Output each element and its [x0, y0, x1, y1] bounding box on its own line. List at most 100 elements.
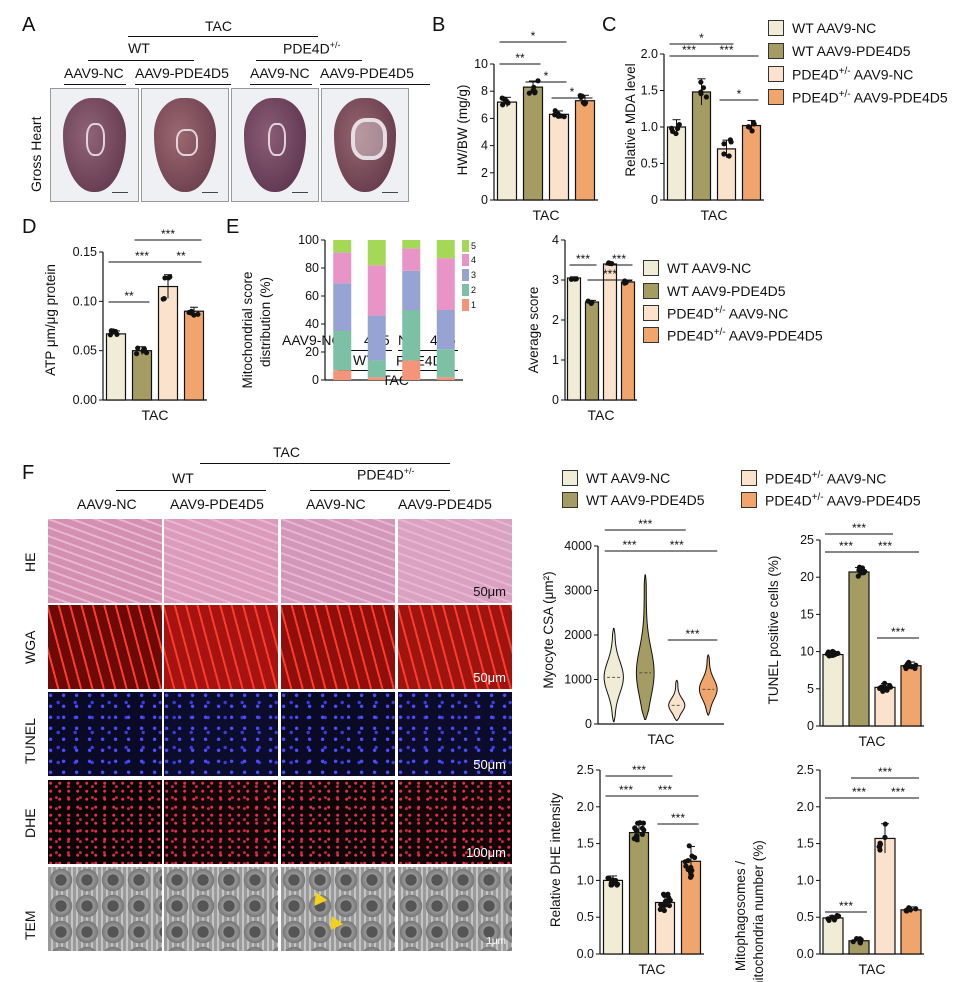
stacked-segment: [436, 258, 455, 310]
scale-bar: [112, 192, 128, 193]
e-group-line: [398, 350, 458, 351]
y-tick-label: 2000: [564, 628, 592, 642]
data-point: [622, 280, 628, 286]
data-point: [686, 843, 692, 849]
micrograph-tunel: [48, 692, 162, 776]
significance-label: ***: [612, 252, 626, 266]
y-tick-label: 1: [552, 353, 559, 367]
data-point: [882, 834, 888, 840]
data-point: [613, 877, 619, 884]
y-tick-label: 0: [312, 373, 319, 387]
scale-label: 50μm: [473, 670, 506, 685]
data-point: [903, 665, 909, 672]
legend-item: PDE4D+/- AAV9-NC: [643, 305, 788, 322]
legend-item: WT AAV9-NC: [768, 20, 876, 36]
y-axis-label: Mitophagosomes /: [733, 861, 748, 972]
bar: [741, 124, 762, 201]
panel-f-col-label: AAV9-PDE4D5: [398, 496, 492, 512]
bar: [900, 665, 922, 727]
micrograph-dhe: 100μm: [398, 780, 512, 864]
micrograph-wga: [281, 605, 395, 689]
scale-label: 1μm: [486, 936, 506, 947]
y-tick-label: 2.0: [797, 800, 814, 814]
legend-swatch: [741, 492, 757, 509]
panel-letter-c: C: [602, 14, 617, 36]
panel-a-col-label: AAV9-NC: [250, 65, 310, 81]
legend-swatch: [643, 283, 659, 299]
bar: [691, 91, 712, 201]
stacked-segment: [333, 331, 352, 371]
data-point: [579, 93, 585, 99]
data-point: [682, 859, 688, 865]
legend-swatch: [643, 260, 659, 276]
legend-item: WT AAV9-NC: [643, 260, 751, 276]
stacked-segment: [436, 377, 455, 380]
data-point: [683, 863, 689, 869]
significance-label: ***: [671, 811, 685, 825]
data-point: [585, 298, 591, 304]
y-tick-label: 60: [305, 289, 319, 303]
legend-item: PDE4D+/- AAV9-NC: [768, 66, 913, 83]
bar: [548, 113, 570, 201]
y-axis-label: ATP μm/μg protein: [43, 264, 58, 376]
data-point: [676, 121, 682, 128]
data-point: [188, 310, 194, 316]
data-point: [906, 659, 912, 665]
micrograph-wga: [164, 605, 278, 689]
significance-label: ***: [852, 785, 866, 799]
data-point: [750, 120, 757, 126]
significance-label: ***: [135, 249, 149, 263]
score-swatch: [462, 269, 469, 281]
y-tick-label: 0.0: [797, 947, 814, 961]
significance-label: ***: [576, 252, 590, 266]
violin: [668, 679, 686, 721]
micrograph-dhe: [281, 780, 395, 864]
stacked-segment: [402, 270, 421, 310]
y-tick-label: 0: [651, 193, 658, 207]
panel-a-tac-label: TAC: [205, 18, 232, 34]
score-legend-item: 1: [462, 299, 476, 311]
panel-a-het-label: PDE4D+/-: [283, 40, 340, 57]
data-point: [859, 566, 865, 572]
bar: [900, 909, 922, 955]
significance-label: *: [531, 29, 536, 43]
stacked-segment: [402, 248, 421, 271]
data-point: [160, 296, 166, 302]
bar: [628, 831, 650, 955]
y-tick-label: 15: [800, 607, 814, 621]
micrograph-dhe: [48, 780, 162, 864]
stacked-segment: [367, 360, 386, 378]
y-tick-label: 1.5: [577, 837, 594, 851]
y-tick-label: 8: [481, 84, 488, 98]
e-group-line: [338, 350, 392, 351]
panel-f-col-label: AAV9-NC: [77, 496, 137, 512]
data-point: [835, 650, 841, 657]
bar: [131, 350, 153, 401]
y-tick-label: 1.0: [641, 120, 658, 134]
y-tick-label: 4000: [564, 539, 592, 553]
score-legend-item: 4: [462, 254, 476, 266]
scale-label: 50μm: [473, 584, 506, 599]
score-swatch: [462, 240, 469, 252]
panel-a-col-line: [135, 84, 231, 85]
stacked-segment: [333, 283, 352, 331]
data-point: [639, 831, 646, 838]
y-tick-label: 0: [585, 717, 592, 731]
panel-a-wt-label: WT: [128, 40, 150, 56]
y-tick-label: 3000: [564, 584, 592, 598]
bar: [574, 100, 596, 201]
x-axis-label: TAC: [142, 407, 169, 423]
micrograph-tem: 1μm: [398, 867, 512, 951]
heart-image: [50, 88, 139, 202]
heart-image: [141, 88, 229, 202]
data-point: [526, 90, 532, 96]
y-tick-label: 0.05: [73, 344, 97, 358]
panel-a-col-label: AAV9-PDE4D5: [320, 65, 414, 81]
x-axis-label: TAC: [859, 961, 886, 977]
stacked-segment: [367, 377, 386, 380]
y-tick-label: 5: [807, 682, 814, 696]
y-axis-label: Average score: [526, 287, 541, 374]
x-axis-label: TAC: [639, 961, 666, 977]
panel-letter-e: E: [226, 216, 240, 238]
stacked-segment: [367, 240, 386, 266]
